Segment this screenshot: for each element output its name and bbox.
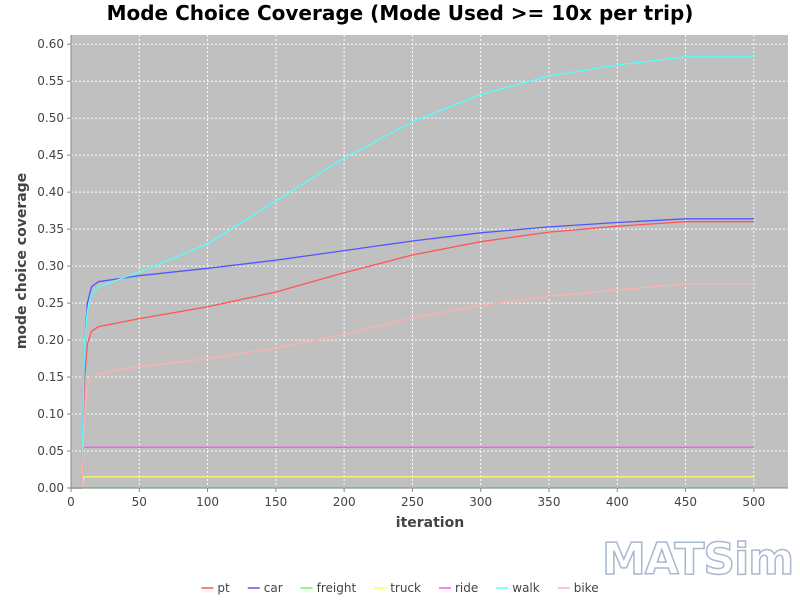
y-tick-label: 0.30 — [37, 259, 64, 273]
axes — [67, 35, 788, 492]
series-line-bike — [71, 283, 754, 489]
y-tick-label: 0.00 — [37, 481, 64, 495]
legend-label: truck — [390, 581, 421, 595]
x-tick-label: 250 — [401, 495, 424, 509]
y-tick-label: 0.05 — [37, 444, 64, 458]
logo-text: MATSim — [602, 534, 793, 585]
legend-item-ride: ride — [438, 581, 478, 595]
x-tick-label: 50 — [132, 495, 147, 509]
legend-label: bike — [574, 581, 599, 595]
legend-label: car — [264, 581, 283, 595]
legend-label: walk — [512, 581, 540, 595]
y-tick-label: 0.35 — [37, 222, 64, 236]
legend-item-bike: bike — [557, 581, 599, 595]
x-tick-label: 450 — [674, 495, 697, 509]
legend: pt car freight truck ride walk bike — [201, 581, 599, 595]
tick-labels: 0.00 0.05 0.10 0.15 0.20 0.25 0.30 0.35 0.40 0.45… — [37, 37, 765, 509]
x-tick-label: 100 — [196, 495, 219, 509]
y-tick-label: 0.50 — [37, 111, 64, 125]
y-tick-label: 0.20 — [37, 333, 64, 347]
matsim-logo: MATSim — [601, 533, 795, 586]
y-axis-label: mode choice coverage — [14, 173, 30, 349]
legend-label: pt — [217, 581, 230, 595]
legend-item-truck: truck — [374, 581, 421, 595]
y-tick-label: 0.25 — [37, 296, 64, 310]
legend-item-walk: walk — [496, 581, 540, 595]
y-tick-label: 0.10 — [37, 407, 64, 421]
legend-label: ride — [455, 581, 478, 595]
x-tick-label: 350 — [538, 495, 561, 509]
x-tick-label: 300 — [469, 495, 492, 509]
y-tick-label: 0.40 — [37, 185, 64, 199]
series-line-walk — [71, 56, 754, 489]
y-tick-label: 0.60 — [37, 37, 64, 51]
x-tick-label: 150 — [264, 495, 287, 509]
chart-title: Mode Choice Coverage (Mode Used >= 10x p… — [107, 1, 694, 25]
legend-item-freight: freight — [300, 581, 357, 595]
x-tick-label: 0 — [67, 495, 75, 509]
x-tick-label: 200 — [333, 495, 356, 509]
legend-item-pt: pt — [201, 581, 230, 595]
plot-area — [71, 35, 788, 488]
legend-label: freight — [317, 581, 357, 595]
legend-item-car: car — [247, 581, 283, 595]
series-line-pt — [71, 221, 754, 489]
y-tick-label: 0.45 — [37, 148, 64, 162]
y-tick-label: 0.55 — [37, 74, 64, 88]
x-axis-label: iteration — [396, 515, 464, 531]
y-tick-label: 0.15 — [37, 370, 64, 384]
x-tick-label: 400 — [606, 495, 629, 509]
x-tick-label: 500 — [742, 495, 765, 509]
